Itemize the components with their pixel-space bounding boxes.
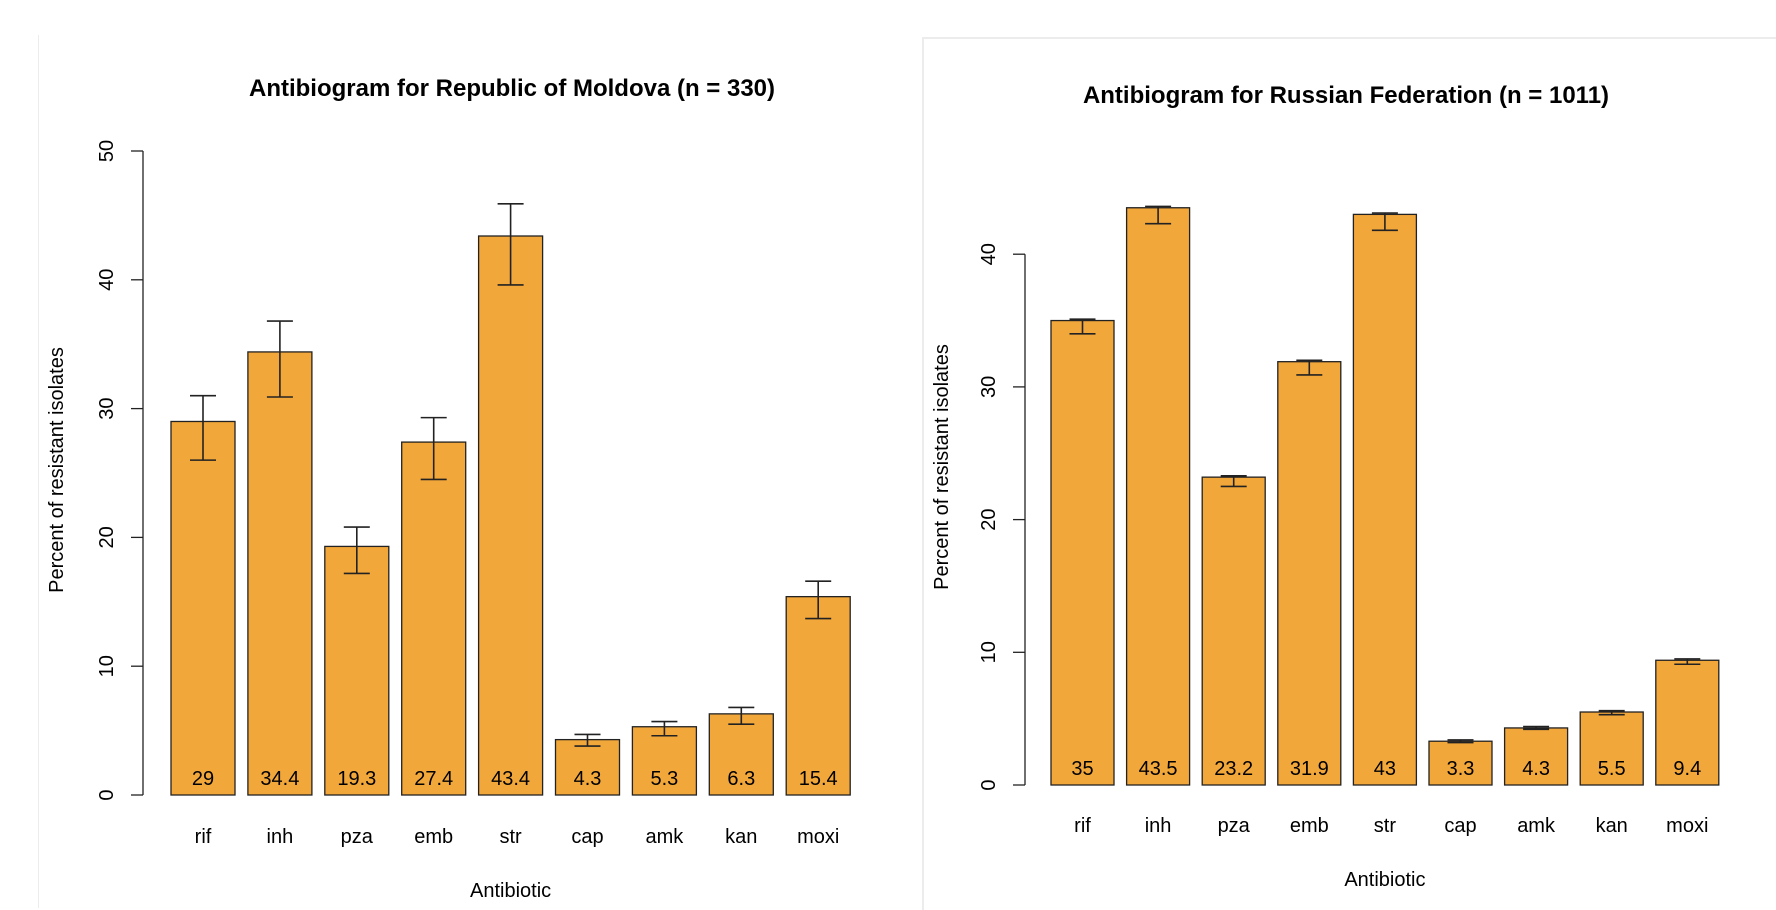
data-label-rif: 35 [1071, 758, 1093, 780]
bar-rif [1050, 319, 1115, 786]
data-label-amk: 4.3 [1522, 758, 1550, 780]
data-label-kan: 5.5 [1598, 758, 1626, 780]
y-tick-label: 20 [978, 508, 1000, 530]
x-tick-label-pza: pza [341, 826, 374, 848]
x-tick-label-rif: rif [1074, 815, 1091, 837]
data-label-cap: 4.3 [574, 768, 602, 790]
data-label-str: 43.4 [491, 768, 530, 790]
bar-emb [401, 441, 467, 796]
data-label-moxi: 15.4 [799, 768, 838, 790]
y-tick-label: 30 [978, 376, 1000, 398]
x-tick-label-cap: cap [571, 826, 603, 848]
data-label-cap: 3.3 [1447, 758, 1475, 780]
x-tick-label-kan: kan [1596, 815, 1628, 837]
bar-moxi [1655, 659, 1720, 786]
bar-rif [170, 420, 236, 796]
bar-pza [324, 545, 390, 796]
x-tick-label-amk: amk [646, 826, 685, 848]
data-label-emb: 27.4 [414, 768, 453, 790]
bar-cap [554, 738, 621, 796]
bar-amk [1503, 727, 1569, 786]
x-tick-label-pza: pza [1218, 815, 1251, 837]
x-tick-label-amk: amk [1517, 815, 1556, 837]
y-tick-label: 30 [96, 397, 118, 419]
russia-bar-chart: Antibiogram for Russian Federation (n = … [931, 82, 1720, 891]
y-axis-title: Percent of resistant isolates [46, 347, 68, 593]
moldova-chart-panel: Antibiogram for Republic of Moldova (n =… [38, 35, 919, 908]
data-label-emb: 31.9 [1290, 758, 1329, 780]
data-label-moxi: 9.4 [1673, 758, 1701, 780]
bar-inh [1125, 207, 1191, 786]
x-tick-label-str: str [499, 826, 522, 848]
bar-amk [631, 726, 698, 796]
y-tick-label: 50 [96, 140, 118, 162]
russia-chart-panel: Antibiogram for Russian Federation (n = … [922, 37, 1776, 910]
y-tick-label: 10 [978, 641, 1000, 663]
data-label-inh: 43.5 [1139, 758, 1178, 780]
x-tick-label-emb: emb [1290, 815, 1329, 837]
data-label-pza: 23.2 [1214, 758, 1253, 780]
x-tick-label-moxi: moxi [1666, 815, 1708, 837]
x-tick-label-inh: inh [1145, 815, 1172, 837]
moldova-bar-chart: Antibiogram for Republic of Moldova (n =… [46, 75, 851, 902]
bar-str [1352, 213, 1418, 786]
data-label-str: 43 [1374, 758, 1396, 780]
chart-title: Antibiogram for Russian Federation (n = … [1083, 82, 1609, 109]
x-tick-label-kan: kan [725, 826, 757, 848]
data-label-rif: 29 [192, 768, 214, 790]
x-tick-label-emb: emb [414, 826, 453, 848]
bar-emb [1277, 361, 1342, 786]
chart-title: Antibiogram for Republic of Moldova (n =… [249, 75, 775, 102]
bar-kan [1579, 711, 1644, 786]
x-axis-title: Antibiotic [1344, 869, 1425, 891]
y-axis-title: Percent of resistant isolates [931, 344, 953, 590]
data-label-pza: 19.3 [337, 768, 376, 790]
data-label-inh: 34.4 [260, 768, 299, 790]
data-label-kan: 6.3 [727, 768, 755, 790]
bar-moxi [785, 595, 851, 796]
bar-cap [1428, 740, 1493, 786]
x-tick-label-str: str [1374, 815, 1397, 837]
x-tick-label-inh: inh [267, 826, 294, 848]
x-tick-label-cap: cap [1444, 815, 1476, 837]
x-tick-label-moxi: moxi [797, 826, 839, 848]
y-tick-label: 40 [978, 243, 1000, 265]
x-axis-title: Antibiotic [470, 880, 551, 902]
chart-marks: 0 10 20 30 40 50 29 rif 34.4 inh 19.3 pza 27.4 emb 43.… [96, 140, 851, 848]
y-tick-label: 20 [96, 526, 118, 548]
y-tick-label: 40 [96, 269, 118, 291]
y-tick-label: 10 [96, 655, 118, 677]
bar-str [477, 235, 544, 796]
chart-marks: 0 10 20 30 40 35 rif 43.5 inh 23.2 pza 31.9 emb 43 str… [978, 205, 1720, 837]
data-label-amk: 5.3 [650, 768, 678, 790]
bar-pza [1201, 476, 1266, 786]
y-tick-label: 0 [978, 779, 1000, 790]
x-tick-label-rif: rif [195, 826, 212, 848]
bar-kan [708, 713, 774, 796]
y-tick-label: 0 [96, 789, 118, 800]
bar-inh [247, 351, 313, 796]
